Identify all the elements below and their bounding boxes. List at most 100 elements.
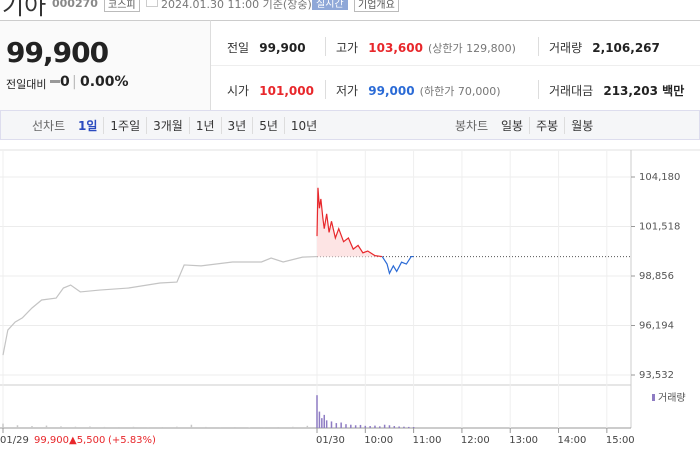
x-tick-label: 01/29 [0,435,29,446]
volume-bar [147,427,149,428]
tab[interactable]: 일봉 [495,117,531,134]
tab[interactable]: 1년 [190,117,222,134]
stat: 거래량 2,106,267 [538,37,660,56]
volume-bar [118,427,120,428]
stat: 거래대금 213,203 백만 [538,80,684,99]
volume-legend-icon [652,394,655,401]
company-info[interactable]: 기업개요 [354,0,399,12]
tab[interactable]: 3년 [222,117,254,134]
volume-bar [89,426,91,428]
volume-bar [345,424,347,428]
volume-bar [323,414,325,428]
volume-bar [330,421,333,428]
tab[interactable]: 1주일 [104,117,148,134]
prev-change: ▲5,500 [69,435,105,446]
volume-bar [176,426,178,428]
tab-group-label: 봉차트 [455,119,489,133]
tab[interactable]: 월봉 [571,119,594,133]
volume-bar [354,425,357,428]
stat-label: 전일 [227,41,250,55]
y-tick-label: 96,194 [639,321,674,332]
stat: 저가 99,000 (하한가 70,000) [325,80,501,99]
stat-label: 거래량 [549,41,583,55]
tab-group-label: 선차트 [32,119,66,133]
y-tick-label: 104,180 [639,172,680,183]
volume-bar [398,426,400,428]
stat-label: 고가 [336,41,359,55]
volume-bar [340,422,342,428]
prev-price: 99,900 [34,435,69,446]
volume-bar [292,426,294,428]
market: 코스피 [104,0,140,12]
volume-bar [103,426,106,428]
change-rate: 0.00% [80,74,129,90]
tab-group: 일봉 주봉 월봉 [495,117,599,134]
volume-bar [263,427,265,428]
volume-bar [74,426,77,428]
stock-code: 000270 [52,0,98,10]
volume-bar [306,425,309,428]
volume-bar [161,427,164,428]
volume-bar [408,426,410,428]
volume-bar [132,426,135,428]
volume-bar [369,426,371,428]
chart: 거래량 99,900 ▲5,500 (+5.83%) 104,180 101,51… [0,149,700,446]
tab[interactable]: 3개월 [147,117,190,134]
volume-bar [374,425,376,428]
change: 0 [60,74,70,90]
stat-value: 213,203 백만 [603,84,685,98]
x-tick-label: 14:00 [558,435,587,446]
prev-rate: (+5.83%) [108,435,156,446]
tab[interactable]: 주봉 [530,117,566,134]
volume-bar [219,427,222,428]
volume-bar [190,424,193,428]
volume-bar [403,426,405,428]
stat-note: (하한가 70,000) [419,85,501,98]
stat: 전일 99,900 [227,37,306,56]
stat-note: (상한가 129,800) [428,42,516,55]
price-box [0,20,210,112]
current-price: 99,900 [6,36,109,69]
volume-bar [31,426,33,428]
row-divider [211,65,700,66]
volume-bar [205,426,207,428]
x-tick-label: 10:00 [364,435,393,446]
price-line [2,255,318,356]
volume-bar [364,425,367,428]
volume-bar [393,426,396,428]
x-tick-label: 15:00 [606,435,635,446]
realtime-badge[interactable]: 실시간 [312,0,348,10]
volume-bar [2,423,4,428]
tab-group: 1일 1주일 3개월 1년 3년 5년 10년 [72,117,323,134]
stat-label: 시가 [227,84,250,98]
volume-bar [316,395,318,428]
tab[interactable]: 5년 [253,117,285,134]
stat: 시가 101,000 [227,80,314,99]
tab-bar [0,110,700,140]
price-line [381,255,414,275]
stat-value: 99,900 [259,41,306,55]
volume-bar [388,425,391,428]
volume-bar [277,427,280,428]
volume-bar [318,411,321,428]
y-tick-label: 93,532 [639,370,674,381]
volume-bar [335,423,338,428]
stat: 고가 103,600 (상한가 129,800) [325,37,516,56]
stat-value: 103,600 [368,41,423,55]
volume-bar [359,424,362,428]
x-tick-label: 11:00 [413,435,442,446]
volume-bar [45,425,48,428]
tab[interactable]: 10년 [290,119,318,133]
x-tick-label: 01/30 [316,435,345,446]
timestamp: 2024.01.30 11:00 기준(장중) [161,0,312,11]
volume-bar [325,420,328,428]
tab[interactable]: 1일 [72,117,105,134]
volume-bar [350,424,352,428]
y-tick-label: 98,856 [639,271,674,282]
calendar-icon [146,0,158,7]
volume-bar [321,418,323,428]
x-tick-label: 12:00 [461,435,490,446]
price-line [316,187,383,258]
volume-bar [248,427,251,428]
